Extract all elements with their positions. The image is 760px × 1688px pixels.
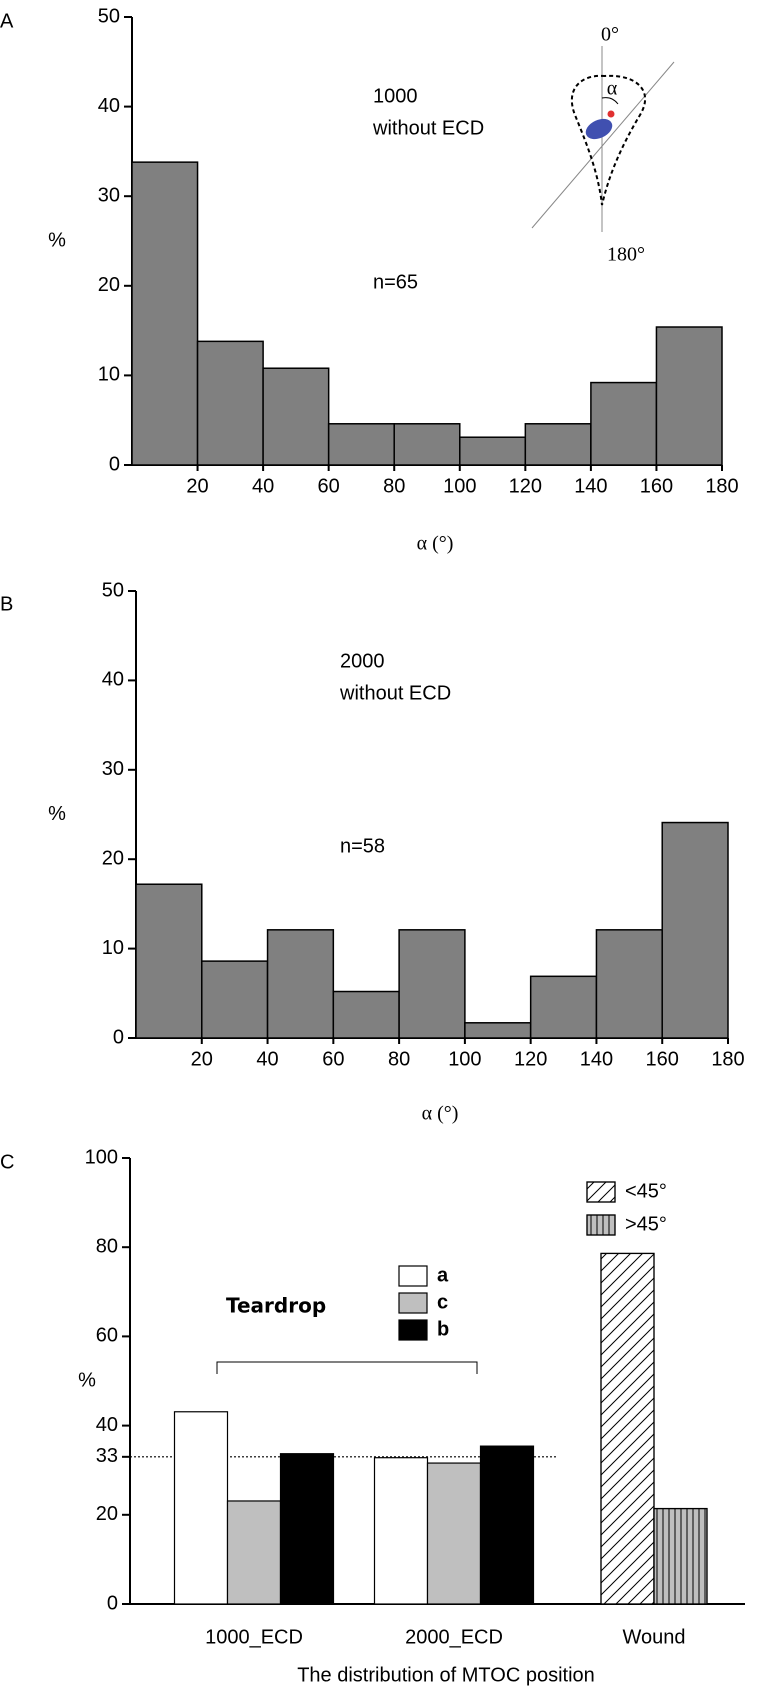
y-tick-label: 10 (102, 937, 124, 959)
x-tick-label: 40 (256, 1048, 278, 1070)
x-tick-label: 80 (388, 1048, 410, 1070)
y-tick-label: 40 (102, 669, 124, 691)
histogram-bar (266, 929, 335, 1039)
x-tick-label: 20 (186, 475, 208, 497)
x-tick-label: Wound (622, 1626, 685, 1648)
annotation: 1000 (373, 85, 418, 107)
histogram-bar (655, 326, 723, 466)
bar (279, 1453, 335, 1605)
legend-swatch (398, 1319, 428, 1341)
annotation: without ECD (372, 117, 484, 139)
x-tick-label: 180 (711, 1048, 744, 1070)
y-tick-label: 33 (96, 1445, 118, 1467)
panel-letter: C (0, 1151, 14, 1173)
histogram-bar (201, 960, 269, 1039)
x-tick-label: 1000_ECD (205, 1626, 303, 1648)
bar-pattern (653, 1507, 708, 1605)
group-label: Teardrop (226, 1294, 326, 1318)
x-tick-label: 140 (574, 475, 607, 497)
x-tick-label: 60 (318, 475, 340, 497)
x-tick-label: 20 (191, 1048, 213, 1070)
y-tick-label: 50 (98, 5, 120, 27)
x-tick-label: 180 (705, 475, 738, 497)
histogram-bar (262, 367, 330, 466)
y-tick-label: 0 (113, 1026, 124, 1048)
inset-label: 0° (601, 24, 619, 46)
y-axis-label: % (48, 229, 66, 251)
x-tick-label: 80 (383, 475, 405, 497)
x-axis-label: The distribution of MTOC position (297, 1664, 595, 1686)
x-tick-label: 120 (509, 475, 542, 497)
x-tick-label: 40 (252, 475, 274, 497)
y-tick-label: 40 (98, 95, 120, 117)
y-tick-label: 0 (107, 1592, 118, 1614)
y-tick-label: 30 (98, 184, 120, 206)
annotation: n=58 (340, 835, 385, 857)
bar (373, 1457, 429, 1605)
x-tick-label: 120 (514, 1048, 547, 1070)
annotation: 2000 (340, 650, 385, 672)
bar (426, 1462, 482, 1605)
legend-swatch-pattern (586, 1181, 616, 1203)
bar-pattern (600, 1252, 655, 1605)
inset-diagram (531, 46, 675, 232)
y-tick-label: 10 (98, 364, 120, 386)
annotation: without ECD (339, 682, 451, 704)
histogram-bar (332, 990, 400, 1039)
x-tick-label: 100 (443, 475, 476, 497)
histogram-bar (459, 436, 527, 466)
y-tick-label: 40 (96, 1414, 118, 1436)
x-tick-label: 100 (448, 1048, 481, 1070)
panel-letter: A (0, 10, 14, 32)
histogram-bar (135, 883, 203, 1039)
histogram-bar (464, 1022, 532, 1039)
histogram-bar (131, 161, 199, 466)
histogram-bar (327, 423, 395, 466)
histogram-bar (529, 975, 598, 1039)
legend-label: c (437, 1291, 448, 1313)
y-axis-label: % (48, 803, 66, 825)
group-bracket (216, 1361, 478, 1374)
histogram-bar (398, 929, 466, 1039)
x-tick-label: 160 (646, 1048, 679, 1070)
histogram-bar (196, 340, 264, 466)
y-axis-label: % (78, 1369, 96, 1391)
legend-swatch (398, 1292, 428, 1314)
x-axis-label: α (°) (417, 533, 454, 555)
y-tick-label: 60 (96, 1325, 118, 1347)
y-tick-label: 30 (102, 758, 124, 780)
x-axis-label: α (°) (422, 1103, 459, 1125)
histogram-bar (524, 423, 592, 466)
y-tick-label: 50 (102, 579, 124, 601)
legend-label: <45° (625, 1180, 667, 1202)
x-tick-label: 160 (640, 475, 673, 497)
inset-label: 180° (607, 244, 645, 266)
bar (226, 1500, 282, 1605)
histogram-bar (595, 929, 663, 1039)
y-tick-label: 0 (109, 453, 120, 475)
y-tick-label: 20 (98, 274, 120, 296)
bar (479, 1445, 535, 1605)
legend-swatch (398, 1265, 428, 1287)
inset-label: α (607, 78, 618, 100)
annotation: n=65 (373, 271, 418, 293)
y-tick-label: 20 (102, 847, 124, 869)
histogram-bar (393, 423, 461, 466)
legend-label: >45° (625, 1213, 667, 1235)
x-tick-label: 2000_ECD (405, 1626, 503, 1648)
x-tick-label: 140 (580, 1048, 613, 1070)
histogram-bar (590, 381, 658, 466)
legend-label: a (437, 1264, 449, 1286)
histogram-bar (661, 821, 729, 1039)
x-tick-label: 60 (322, 1048, 344, 1070)
legend-label: b (437, 1318, 449, 1340)
y-tick-label: 20 (96, 1503, 118, 1525)
y-tick-label: 100 (85, 1146, 118, 1168)
legend-swatch-pattern (586, 1214, 616, 1236)
panel-letter: B (0, 593, 13, 615)
bar (173, 1411, 229, 1605)
y-tick-label: 80 (96, 1235, 118, 1257)
